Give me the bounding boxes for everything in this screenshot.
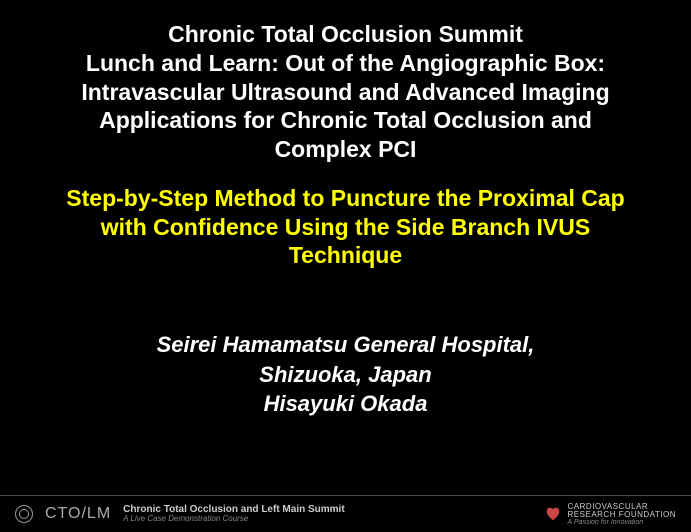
- header-line: Intravascular Ultrasound and Advanced Im…: [10, 78, 681, 107]
- footer-course-subtitle: A Live Case Demonstration Course: [123, 515, 345, 523]
- header-line: Complex PCI: [10, 135, 681, 164]
- slide-title: Step-by-Step Method to Puncture the Prox…: [10, 184, 681, 270]
- crf-heart-icon: [544, 505, 562, 523]
- header-line: Chronic Total Occlusion Summit: [10, 20, 681, 49]
- crf-sub: RESEARCH FOUNDATION: [568, 511, 676, 519]
- title-line: Step-by-Step Method to Puncture the Prox…: [10, 184, 681, 213]
- footer-title-group: Chronic Total Occlusion and Left Main Su…: [123, 505, 345, 523]
- author-location: Shizuoka, Japan: [10, 360, 681, 390]
- footer-logo-text: CTO/LM: [45, 505, 111, 523]
- title-line: Technique: [10, 241, 681, 270]
- slide-container: Chronic Total Occlusion Summit Lunch and…: [0, 0, 691, 495]
- title-line: with Confidence Using the Side Branch IV…: [10, 213, 681, 242]
- header-line: Applications for Chronic Total Occlusion…: [10, 106, 681, 135]
- crf-tagline: A Passion for Innovation: [568, 519, 676, 526]
- slide-header: Chronic Total Occlusion Summit Lunch and…: [10, 20, 681, 164]
- footer-left: CTO/LM Chronic Total Occlusion and Left …: [15, 505, 345, 523]
- crf-text-group: CARDIOVASCULAR RESEARCH FOUNDATION A Pas…: [568, 503, 676, 526]
- header-line: Lunch and Learn: Out of the Angiographic…: [10, 49, 681, 78]
- footer-right: CARDIOVASCULAR RESEARCH FOUNDATION A Pas…: [544, 503, 676, 526]
- author-institution: Seirei Hamamatsu General Hospital,: [10, 330, 681, 360]
- target-icon: [15, 505, 33, 523]
- author-name: Hisayuki Okada: [10, 389, 681, 419]
- author-block: Seirei Hamamatsu General Hospital, Shizu…: [10, 330, 681, 419]
- footer-bar: CTO/LM Chronic Total Occlusion and Left …: [0, 495, 691, 532]
